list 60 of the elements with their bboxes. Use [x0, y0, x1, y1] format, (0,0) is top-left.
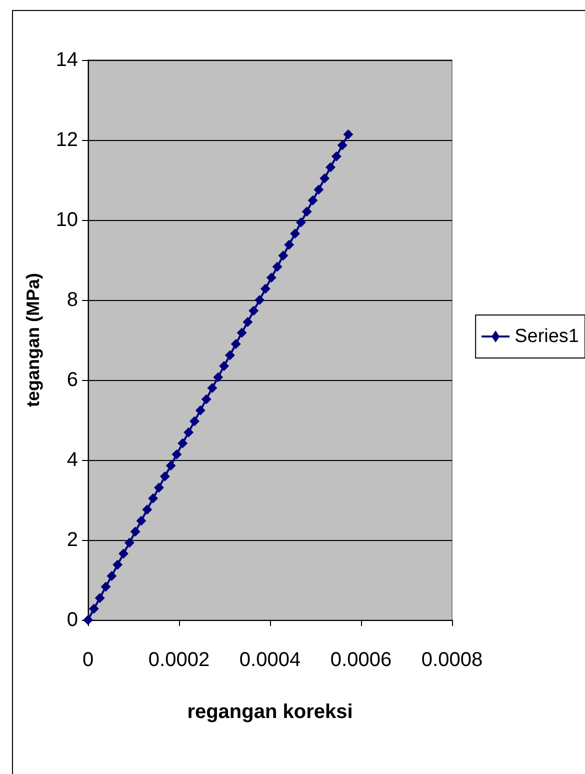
point	[184, 427, 194, 438]
point	[326, 162, 336, 172]
point	[254, 295, 265, 305]
point	[94, 593, 105, 603]
x-tick-label: 0.0008	[421, 649, 483, 671]
point	[195, 405, 206, 416]
point	[178, 438, 188, 448]
x-axis-title: regangan koreksi	[187, 701, 353, 723]
y-tick-label: 4	[66, 449, 78, 471]
y-tick-label: 8	[66, 289, 78, 311]
point	[308, 195, 318, 206]
point	[272, 262, 282, 272]
point	[112, 560, 123, 570]
point	[290, 228, 300, 239]
point	[230, 339, 241, 349]
point	[201, 394, 212, 404]
point	[130, 526, 140, 537]
x-tick-label: 0	[82, 649, 94, 671]
point	[284, 240, 294, 250]
point	[278, 250, 288, 261]
point	[136, 516, 146, 526]
y-tick-label: 12	[56, 129, 78, 151]
point	[154, 482, 164, 493]
point	[242, 317, 253, 327]
point	[189, 416, 200, 426]
point	[142, 504, 152, 515]
point	[236, 328, 247, 338]
point	[106, 571, 117, 581]
point	[172, 449, 182, 460]
point	[343, 129, 354, 140]
point	[166, 460, 176, 471]
point	[148, 493, 158, 504]
point	[320, 173, 330, 184]
x-tick-label: 0.0004	[239, 649, 301, 671]
point	[314, 184, 324, 195]
point	[213, 372, 224, 382]
point	[266, 272, 276, 283]
point	[260, 284, 270, 294]
y-axis-title: tegangan (MPa)	[23, 272, 43, 408]
point	[118, 548, 128, 559]
y-tick-label: 0	[66, 609, 78, 631]
y-tick-label: 2	[66, 529, 78, 551]
legend-label: Series1	[514, 326, 579, 347]
y-tick-label: 14	[56, 49, 78, 71]
point	[296, 217, 306, 228]
point	[219, 361, 230, 371]
point	[302, 206, 312, 217]
point	[124, 538, 134, 548]
point	[248, 306, 259, 316]
point	[207, 383, 218, 393]
y-tick-label: 10	[56, 209, 78, 231]
point	[100, 582, 111, 592]
point	[224, 350, 235, 360]
point	[160, 471, 170, 482]
y-tick-label: 6	[66, 369, 78, 391]
point	[88, 604, 99, 614]
point	[331, 151, 342, 162]
x-tick-label: 0.0002	[148, 649, 210, 671]
point	[337, 140, 348, 150]
x-tick-label: 0.0006	[330, 649, 392, 671]
